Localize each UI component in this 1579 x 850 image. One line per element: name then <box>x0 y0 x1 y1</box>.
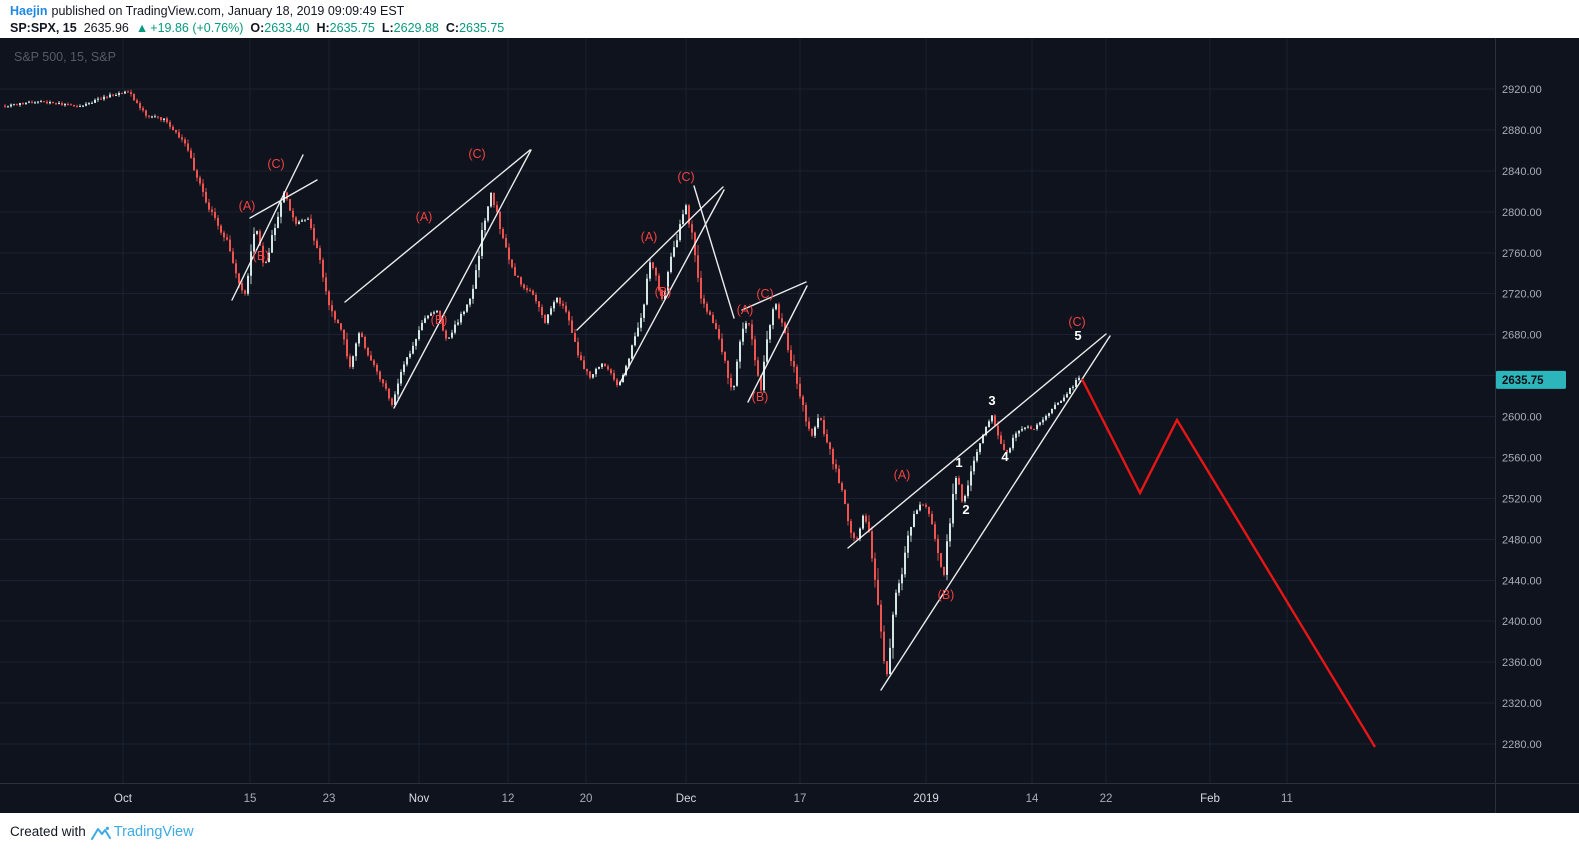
svg-text:Feb: Feb <box>1200 793 1220 805</box>
time-axis-labels: Oct 15 23 Nov 12 20 Dec 17 2019 14 22 Feb 11 <box>114 793 1293 805</box>
symbol-interval: SP:SPX, 15 <box>10 21 77 35</box>
wave-label: (B) <box>938 588 955 602</box>
count-label: 1 <box>955 455 962 470</box>
svg-text:20: 20 <box>580 793 593 805</box>
svg-text:Dec: Dec <box>676 793 697 805</box>
attribution-footer: Created with TradingView <box>0 813 1579 850</box>
svg-text:Oct: Oct <box>114 793 133 805</box>
price-axis[interactable] <box>1495 38 1579 813</box>
wave-label: (A) <box>894 468 911 482</box>
wave-label: (B) <box>752 390 769 404</box>
wave-label: (A) <box>641 230 658 244</box>
svg-text:2720.00: 2720.00 <box>1502 289 1542 301</box>
up-arrow-icon: ▲ <box>135 21 149 35</box>
svg-text:23: 23 <box>323 793 336 805</box>
candlestick-series <box>4 89 1080 677</box>
svg-text:2440.00: 2440.00 <box>1502 575 1542 587</box>
tradingview-logo-icon <box>90 825 111 841</box>
close-value: C:2635.75 <box>445 21 505 35</box>
symbol-watermark: S&P 500, 15, S&P <box>14 50 116 64</box>
svg-text:2400.00: 2400.00 <box>1502 616 1542 628</box>
axis-dividers <box>0 38 1579 813</box>
svg-text:17: 17 <box>794 793 807 805</box>
published-text: published on TradingView.com, January 18… <box>51 4 405 18</box>
svg-text:2480.00: 2480.00 <box>1502 534 1542 546</box>
svg-text:Nov: Nov <box>409 793 430 805</box>
wave-label: (B) <box>431 313 448 327</box>
svg-text:2520.00: 2520.00 <box>1502 493 1542 505</box>
wave-label: (C) <box>1068 315 1085 329</box>
wave-label: (C) <box>756 287 773 301</box>
time-axis[interactable] <box>0 783 1495 813</box>
high-value: H:2635.75 <box>316 21 375 35</box>
wave-label: (A) <box>239 199 256 213</box>
svg-text:2800.00: 2800.00 <box>1502 207 1542 219</box>
count-label: 4 <box>1001 449 1009 464</box>
svg-text:2360.00: 2360.00 <box>1502 657 1542 669</box>
count-label: 3 <box>988 393 995 408</box>
wave-label: (A) <box>416 210 433 224</box>
quote-line: SP:SPX, 15 2635.96 ▲ +19.86 (+0.76%) O:2… <box>10 21 504 35</box>
wave-label: (B) <box>253 249 270 263</box>
svg-text:2920.00: 2920.00 <box>1502 84 1542 96</box>
publish-info-line: Haejin published on TradingView.com, Janu… <box>10 4 404 18</box>
svg-text:15: 15 <box>244 793 257 805</box>
svg-text:2320.00: 2320.00 <box>1502 698 1542 710</box>
count-label: 2 <box>962 502 969 517</box>
open-value: O:2633.40 <box>250 21 310 35</box>
wave-label: (C) <box>677 170 694 184</box>
low-value: L:2629.88 <box>381 21 439 35</box>
svg-text:14: 14 <box>1026 793 1039 805</box>
chart-canvas[interactable]: S&P 500, 15, S&P(A)(B)(C)(A)(B)(C)(A)(B)… <box>0 38 1579 813</box>
tradingview-brand-link[interactable]: TradingView <box>113 823 194 840</box>
wave-label: (C) <box>267 157 284 171</box>
svg-text:22: 22 <box>1100 793 1113 805</box>
created-with-text: Created with <box>10 824 86 839</box>
author-link[interactable]: Haejin <box>10 4 48 18</box>
projection-path[interactable] <box>1080 378 1377 748</box>
svg-text:2880.00: 2880.00 <box>1502 125 1542 137</box>
svg-text:2760.00: 2760.00 <box>1502 248 1542 260</box>
publish-header: Haejin published on TradingView.com, Janu… <box>0 0 1579 38</box>
svg-text:2635.75: 2635.75 <box>1502 375 1544 387</box>
count-label: 5 <box>1074 328 1081 343</box>
wave-label: (A) <box>737 303 754 317</box>
svg-text:2280.00: 2280.00 <box>1502 739 1542 751</box>
svg-text:2560.00: 2560.00 <box>1502 452 1542 464</box>
wave-label: (B) <box>655 285 672 299</box>
wave-label: (C) <box>468 147 485 161</box>
svg-text:2019: 2019 <box>913 793 939 805</box>
price-change: +19.86 (+0.76%) <box>150 21 244 35</box>
svg-text:2840.00: 2840.00 <box>1502 166 1542 178</box>
svg-text:11: 11 <box>1281 793 1293 805</box>
grid-lines <box>0 38 1495 783</box>
svg-text:12: 12 <box>502 793 515 805</box>
elliott-wave-labels[interactable]: (A)(B)(C)(A)(B)(C)(A)(B)(C)(A)(B)(C)(A)(… <box>239 147 1086 602</box>
trendlines[interactable] <box>231 149 1111 691</box>
chart-area[interactable]: S&P 500, 15, S&P (A) (B) (C) (A) (B) (C) (A) (B)… <box>0 38 1579 813</box>
last-price-tag: 2635.75 <box>1496 370 1566 389</box>
svg-text:2680.00: 2680.00 <box>1502 330 1542 342</box>
last-price-value: 2635.96 <box>83 21 129 35</box>
svg-text:2600.00: 2600.00 <box>1502 412 1542 424</box>
